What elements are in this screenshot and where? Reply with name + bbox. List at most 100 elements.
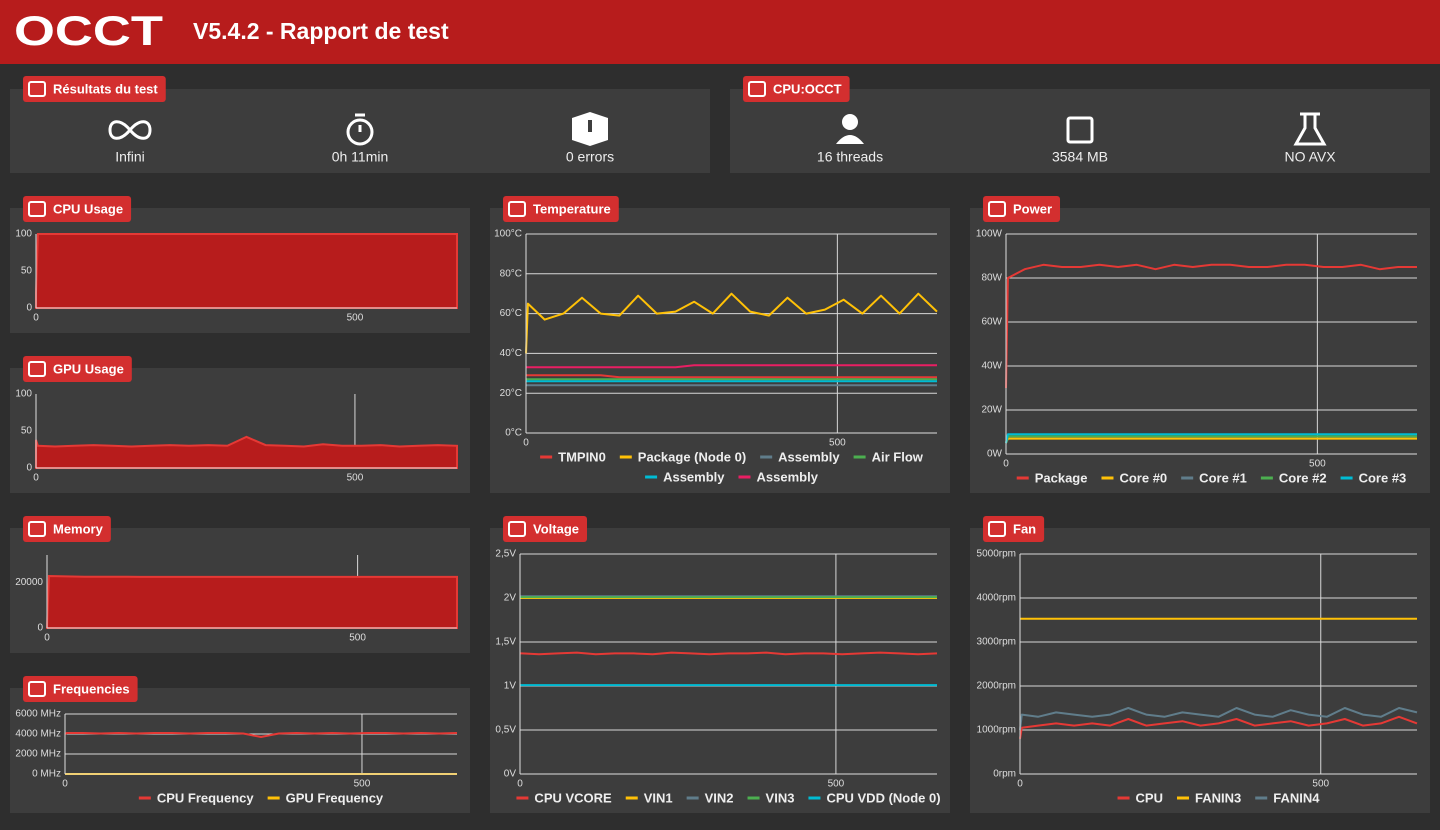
- x-tick-label: 0: [523, 438, 529, 449]
- x-tick-label: 500: [347, 313, 364, 324]
- legend-label: CPU VCORE: [534, 790, 612, 805]
- y-tick-label: 4000rpm: [977, 593, 1016, 604]
- badge-icon: [988, 201, 1006, 217]
- legend-label: Air Flow: [872, 449, 924, 464]
- x-tick-label: 500: [828, 779, 845, 790]
- x-tick-label: 500: [347, 473, 364, 484]
- panel-badge: Résultats du test: [23, 76, 166, 102]
- y-tick-label: 50: [21, 426, 33, 437]
- y-tick-label: 0rpm: [993, 769, 1016, 780]
- series-line: [64, 732, 458, 738]
- legend-label: Core #2: [1279, 470, 1327, 485]
- badge-icon: [748, 81, 766, 97]
- y-tick-label: 0: [26, 303, 32, 314]
- y-tick-label: 2000rpm: [977, 681, 1016, 692]
- y-tick-label: 20°C: [500, 388, 522, 399]
- y-tick-label: 40°C: [500, 348, 522, 359]
- panel-badge: CPU Usage: [23, 196, 132, 222]
- legend-item: TMPIN0: [540, 449, 606, 464]
- badge-icon: [988, 521, 1006, 537]
- legend-item: CPU VDD (Node 0): [808, 790, 941, 805]
- y-tick-label: 2000 MHz: [15, 749, 61, 760]
- legend-item: Core #3: [1340, 470, 1406, 485]
- legend-item: Core #1: [1181, 470, 1247, 485]
- legend-item: VIN1: [625, 790, 673, 805]
- badge-bg: [503, 196, 619, 222]
- legend-label: CPU: [1136, 790, 1163, 805]
- y-tick-label: 20000: [15, 577, 43, 588]
- chart-panel: [970, 208, 1430, 493]
- legend-label: Assembly: [757, 469, 819, 484]
- y-tick-label: 2,5V: [495, 549, 516, 560]
- infinity-icon: [108, 120, 152, 140]
- legend-label: Package (Node 0): [638, 449, 746, 464]
- icons: [108, 112, 1327, 146]
- y-tick-label: 2V: [504, 593, 517, 604]
- legend-item: FANIN4: [1255, 790, 1320, 805]
- badge-bg: [23, 676, 138, 702]
- chart-panel: [490, 208, 950, 493]
- legend-item: Air Flow: [853, 449, 924, 464]
- legend-label: FANIN4: [1273, 790, 1320, 805]
- series-line: [526, 364, 937, 369]
- badge-title: CPU:OCCT: [773, 81, 842, 96]
- badge-title: Temperature: [533, 201, 611, 216]
- y-tick-label: 0,5V: [495, 725, 516, 736]
- legend-item: Core #0: [1101, 470, 1167, 485]
- y-tick-label: 0: [37, 623, 43, 634]
- x-tick-label: 0: [517, 779, 523, 790]
- logo: OCCT: [14, 7, 163, 54]
- result-item: 0h 11min: [332, 149, 389, 165]
- badge-icon: [28, 81, 46, 97]
- series-line: [526, 374, 937, 379]
- y-tick-label: 0: [26, 463, 32, 474]
- chart-panel: [10, 688, 470, 813]
- y-tick-label: 1V: [504, 681, 517, 692]
- legend-label: Core #0: [1119, 470, 1167, 485]
- series-line: [1005, 263, 1417, 389]
- panel-badge: Temperature: [503, 196, 619, 222]
- y-tick-label: 60W: [981, 317, 1002, 328]
- series-line: [1019, 715, 1418, 739]
- y-tick-label: 80W: [981, 273, 1002, 284]
- result-item: Infini: [115, 149, 145, 165]
- timer-hands: [355, 113, 365, 132]
- legend-item: Package: [1016, 470, 1088, 485]
- result-item: 0 errors: [566, 149, 614, 165]
- cpu-item: NO AVX: [1284, 149, 1336, 165]
- x-tick-label: 500: [354, 779, 371, 790]
- badge-bg: [23, 196, 132, 222]
- page-title: V5.4.2 - Rapport de test: [193, 18, 449, 44]
- legend-label: FANIN3: [1195, 790, 1241, 805]
- x-tick-label: 0: [33, 473, 39, 484]
- legend-label: VIN2: [705, 790, 734, 805]
- legend-label: VIN1: [644, 790, 673, 805]
- panel-badge: GPU Usage: [23, 356, 132, 382]
- area: [35, 435, 458, 469]
- badge-title: Fan: [1013, 521, 1036, 536]
- y-tick-label: 3000rpm: [977, 637, 1016, 648]
- legend-item: Assembly: [760, 449, 840, 464]
- series-line: [1005, 435, 1417, 444]
- y-tick-label: 50: [21, 266, 33, 277]
- panel-badge: Fan: [983, 516, 1045, 542]
- legend-item: CPU Frequency: [138, 790, 255, 805]
- y-tick-label: 5000rpm: [977, 549, 1016, 560]
- legend-label: Package: [1035, 470, 1088, 485]
- y-tick-label: 4000 MHz: [15, 729, 61, 740]
- badge-icon: [508, 201, 526, 217]
- series-line: [525, 292, 938, 354]
- legend-label: CPU Frequency: [157, 790, 255, 805]
- legend-item: Core #2: [1260, 470, 1327, 485]
- x-tick-label: 0: [1017, 779, 1023, 790]
- y-tick-label: 100W: [976, 229, 1003, 240]
- legend-item: Assembly: [645, 469, 725, 484]
- series-line: [520, 651, 938, 656]
- series-line: [1005, 433, 1417, 444]
- cpu-item: 16 threads: [817, 149, 883, 165]
- y-tick-label: 80°C: [500, 268, 522, 279]
- badge-icon: [28, 521, 46, 537]
- x-tick-label: 0: [62, 779, 68, 790]
- chip-icon: [1066, 116, 1094, 144]
